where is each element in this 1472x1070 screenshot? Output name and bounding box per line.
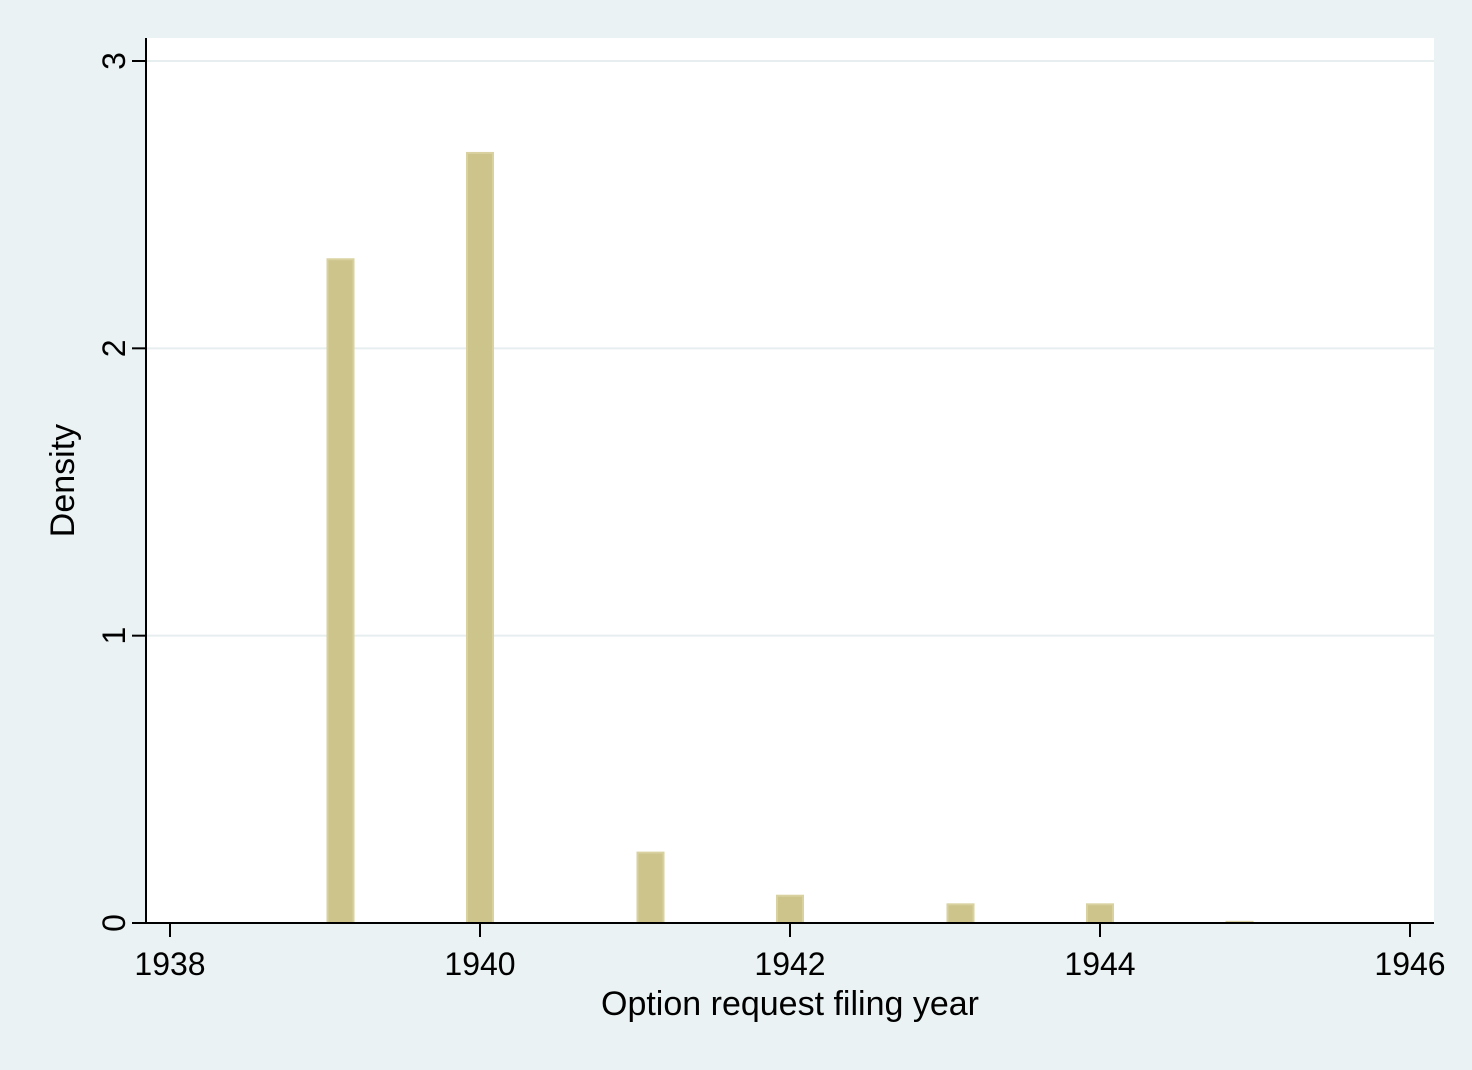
histogram-bar — [466, 151, 494, 925]
histogram-bar — [776, 894, 804, 924]
histogram-bar — [636, 851, 665, 924]
x-tick-label: 1944 — [1064, 946, 1135, 982]
y-tick-label: 2 — [96, 339, 132, 357]
y-axis-title: Density — [44, 424, 82, 537]
x-axis-title: Option request filing year — [601, 985, 979, 1023]
gridlines — [146, 60, 1434, 637]
bars — [326, 151, 1254, 925]
x-tick-label: 1940 — [444, 946, 515, 982]
y-tick-label: 1 — [96, 627, 132, 645]
y-tick-label: 0 — [96, 914, 132, 932]
histogram-bar — [1086, 903, 1114, 924]
plot-area — [146, 38, 1434, 923]
tick-labels: 0 1 2 3 1938 1940 1942 1944 1946 — [96, 52, 1446, 982]
x-tick-label: 1946 — [1374, 946, 1445, 982]
y-tick-label: 3 — [96, 52, 132, 70]
axes — [132, 38, 1434, 937]
x-tick-label: 1942 — [754, 946, 825, 982]
histogram-bar — [946, 903, 975, 924]
x-tick-label: 1938 — [134, 946, 205, 982]
histogram-bar — [326, 258, 355, 924]
